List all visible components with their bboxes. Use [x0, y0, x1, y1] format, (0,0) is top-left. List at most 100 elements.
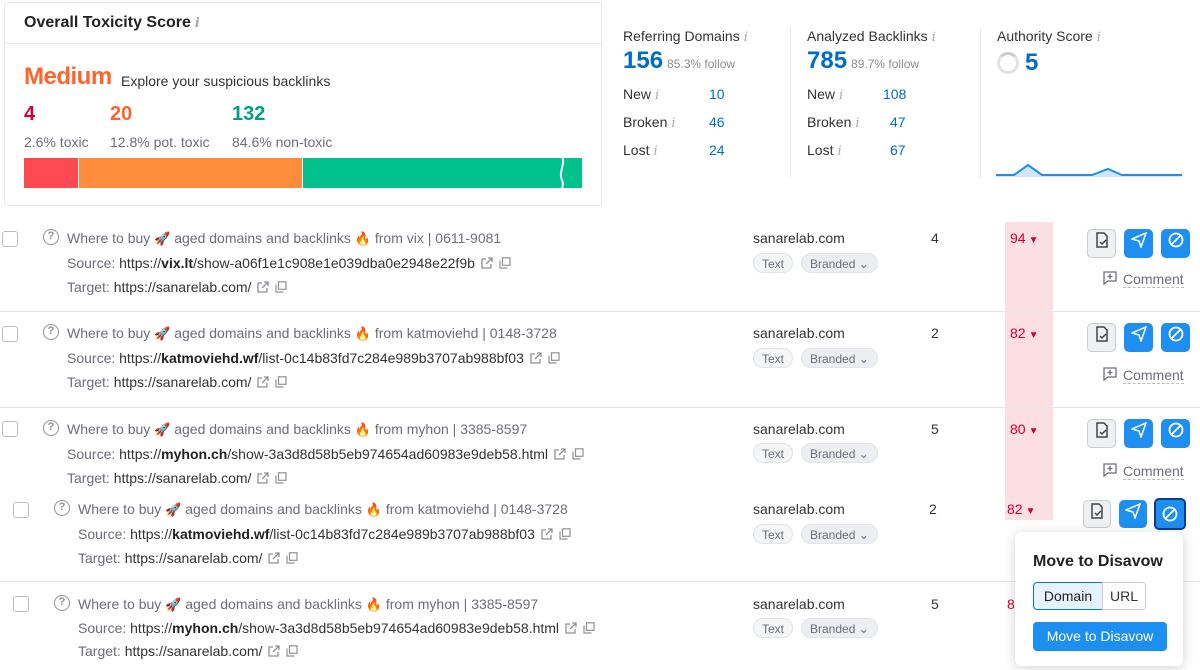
- send-to-tracking-button[interactable]: [1119, 500, 1147, 528]
- copy-icon[interactable]: [572, 448, 584, 460]
- send-to-tracking-button[interactable]: [1124, 323, 1153, 352]
- source-url[interactable]: https://vix.lt/show-a06f1e1c908e1e039dba…: [119, 255, 475, 271]
- external-link-icon[interactable]: [541, 528, 553, 540]
- whitelist-button[interactable]: [1087, 323, 1116, 352]
- whitelist-button[interactable]: [1087, 419, 1116, 448]
- link-count[interactable]: 4: [931, 230, 939, 246]
- referring-domain[interactable]: sanarelab.com: [753, 501, 845, 517]
- whitelist-button[interactable]: [1087, 229, 1116, 258]
- info-icon[interactable]: i: [839, 88, 844, 103]
- link-count[interactable]: 5: [931, 421, 939, 437]
- referring-domain[interactable]: sanarelab.com: [753, 230, 845, 246]
- anchor-type-dropdown[interactable]: Branded ⌄: [801, 348, 878, 368]
- pot-toxic-count[interactable]: 20: [110, 103, 133, 125]
- copy-icon[interactable]: [548, 352, 560, 364]
- target-url[interactable]: https://sanarelab.com/: [124, 643, 263, 659]
- external-link-icon[interactable]: [257, 376, 270, 388]
- authority-value[interactable]: 5: [1025, 49, 1039, 76]
- referring-new-value[interactable]: 10: [709, 86, 725, 102]
- target-url[interactable]: https://sanarelab.com/: [124, 550, 263, 566]
- link-count[interactable]: 2: [931, 325, 939, 341]
- copy-icon[interactable]: [286, 645, 299, 657]
- source-url[interactable]: https://myhon.ch/show-3a3d8d58b5eb974654…: [130, 620, 560, 636]
- copy-icon[interactable]: [559, 528, 571, 540]
- row-checkbox[interactable]: [2, 231, 18, 247]
- external-link-icon[interactable]: [268, 645, 281, 657]
- send-to-tracking-button[interactable]: [1124, 419, 1153, 448]
- comment-icon[interactable]: [1103, 271, 1117, 285]
- external-link-icon[interactable]: [565, 622, 577, 634]
- whitelist-button[interactable]: [1083, 500, 1111, 528]
- info-icon[interactable]: i: [653, 144, 658, 159]
- toxicity-score-dropdown[interactable]: 82 ▼: [1007, 501, 1036, 517]
- toxicity-score-dropdown[interactable]: 80 ▼: [1010, 421, 1039, 437]
- copy-icon[interactable]: [275, 281, 288, 293]
- backlinks-lost-value[interactable]: 67: [890, 142, 906, 158]
- external-link-icon[interactable]: [257, 472, 270, 484]
- disavow-url-option[interactable]: URL: [1102, 582, 1146, 610]
- target-url[interactable]: https://sanarelab.com/: [113, 279, 252, 295]
- row-checkbox[interactable]: [2, 326, 18, 342]
- referring-domain[interactable]: sanarelab.com: [753, 596, 845, 612]
- external-link-icon[interactable]: [554, 448, 566, 460]
- info-icon[interactable]: i: [194, 16, 200, 31]
- referring-domains-value[interactable]: 156: [623, 47, 664, 74]
- info-icon[interactable]: i: [855, 116, 860, 131]
- toxicity-description[interactable]: Explore your suspicious backlinks: [121, 73, 331, 89]
- copy-icon[interactable]: [286, 552, 299, 564]
- copy-icon[interactable]: [499, 257, 511, 269]
- referring-broken-value[interactable]: 46: [709, 114, 725, 130]
- copy-icon[interactable]: [275, 472, 288, 484]
- non-toxic-count[interactable]: 132: [232, 103, 266, 125]
- disavow-button[interactable]: [1161, 229, 1190, 258]
- toxic-count[interactable]: 4: [24, 103, 36, 125]
- row-checkbox[interactable]: [13, 502, 29, 518]
- comment-link[interactable]: Comment: [1123, 463, 1184, 480]
- disavow-button[interactable]: [1154, 498, 1186, 530]
- copy-icon[interactable]: [583, 622, 595, 634]
- disavow-button[interactable]: [1161, 323, 1190, 352]
- toxicity-score-dropdown[interactable]: 82 ▼: [1010, 325, 1039, 341]
- analyzed-backlinks-value[interactable]: 785: [807, 47, 848, 74]
- row-checkbox[interactable]: [13, 596, 29, 612]
- info-icon[interactable]: i: [743, 30, 748, 45]
- comment-icon[interactable]: [1103, 463, 1117, 477]
- toxicity-score-partial[interactable]: 8: [1007, 596, 1015, 612]
- source-url[interactable]: https://myhon.ch/show-3a3d8d58b5eb974654…: [119, 446, 549, 462]
- question-icon[interactable]: ?: [43, 324, 59, 340]
- info-icon[interactable]: i: [931, 30, 936, 45]
- anchor-type-dropdown[interactable]: Branded ⌄: [801, 618, 878, 638]
- source-url[interactable]: https://katmoviehd.wf/list-0c14b83fd7c28…: [130, 526, 535, 542]
- question-icon[interactable]: ?: [54, 595, 70, 611]
- info-icon[interactable]: i: [837, 144, 842, 159]
- disavow-button[interactable]: [1161, 419, 1190, 448]
- row-checkbox[interactable]: [2, 421, 18, 437]
- question-icon[interactable]: ?: [43, 420, 59, 436]
- referring-domain[interactable]: sanarelab.com: [753, 421, 845, 437]
- question-icon[interactable]: ?: [43, 229, 59, 245]
- link-count[interactable]: 5: [931, 596, 939, 612]
- info-icon[interactable]: i: [655, 88, 660, 103]
- send-to-tracking-button[interactable]: [1124, 229, 1153, 258]
- external-link-icon[interactable]: [257, 281, 270, 293]
- anchor-type-dropdown[interactable]: Branded ⌄: [801, 253, 878, 273]
- anchor-type-dropdown[interactable]: Branded ⌄: [801, 443, 878, 463]
- toxicity-score-dropdown[interactable]: 94 ▼: [1010, 230, 1039, 246]
- comment-icon[interactable]: [1103, 367, 1117, 381]
- external-link-icon[interactable]: [268, 552, 281, 564]
- referring-lost-value[interactable]: 24: [709, 142, 725, 158]
- backlinks-broken-value[interactable]: 47: [890, 114, 906, 130]
- backlinks-new-value[interactable]: 108: [883, 86, 907, 102]
- info-icon[interactable]: i: [1096, 30, 1101, 45]
- disavow-domain-option[interactable]: Domain: [1033, 582, 1103, 610]
- source-url[interactable]: https://katmoviehd.wf/list-0c14b83fd7c28…: [119, 350, 524, 366]
- target-url[interactable]: https://sanarelab.com/: [113, 470, 252, 486]
- copy-icon[interactable]: [275, 376, 288, 388]
- comment-link[interactable]: Comment: [1123, 367, 1184, 384]
- external-link-icon[interactable]: [481, 257, 493, 269]
- move-to-disavow-button[interactable]: Move to Disavow: [1033, 622, 1167, 651]
- target-url[interactable]: https://sanarelab.com/: [113, 374, 252, 390]
- referring-domain[interactable]: sanarelab.com: [753, 325, 845, 341]
- link-count[interactable]: 2: [929, 501, 937, 517]
- info-icon[interactable]: i: [671, 116, 676, 131]
